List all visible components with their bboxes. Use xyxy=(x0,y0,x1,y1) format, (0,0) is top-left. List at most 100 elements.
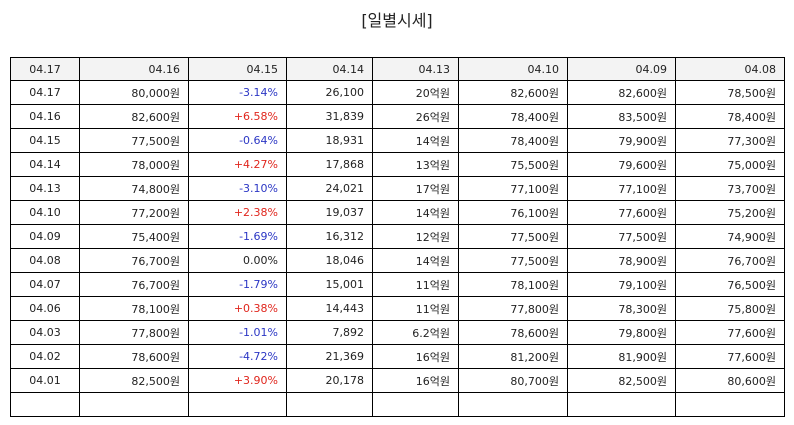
low-price-cell: 75,000원 xyxy=(675,152,785,177)
table-row: 04.15 77,500원 -0.64% 18,931 14억원 78,400원 79,90… xyxy=(10,128,785,153)
empty-cell xyxy=(10,392,80,417)
low-price-cell: 77,600원 xyxy=(675,344,785,369)
close-price-cell: 78,000원 xyxy=(79,152,189,177)
change-rate-cell: +3.90% xyxy=(188,368,287,393)
date-cell: 04.15 xyxy=(10,128,80,153)
open-price-cell: 77,500원 xyxy=(458,224,568,249)
open-price-cell: 78,400원 xyxy=(458,128,568,153)
volume-cell: 14,443 xyxy=(286,296,373,321)
date-cell: 04.01 xyxy=(10,368,80,393)
daily-price-table: 04.17 04.16 04.15 04.14 04.13 04.10 04.0… xyxy=(10,57,785,417)
open-price-cell: 80,700원 xyxy=(458,368,568,393)
close-price-cell: 75,400원 xyxy=(79,224,189,249)
close-price-cell: 76,700원 xyxy=(79,248,189,273)
header-cell: 04.08 xyxy=(675,57,785,81)
low-price-cell: 76,700원 xyxy=(675,248,785,273)
trade-amount-cell: 12억원 xyxy=(372,224,459,249)
table-row: 04.17 80,000원 -3.14% 26,100 20억원 82,600원 82,60… xyxy=(10,80,785,105)
volume-cell: 21,369 xyxy=(286,344,373,369)
date-cell: 04.13 xyxy=(10,176,80,201)
table-row: 04.10 77,200원 +2.38% 19,037 14억원 76,100원 77,60… xyxy=(10,200,785,225)
high-price-cell: 81,900원 xyxy=(567,344,676,369)
header-cell: 04.16 xyxy=(79,57,189,81)
trade-amount-cell: 26억원 xyxy=(372,104,459,129)
volume-cell: 26,100 xyxy=(286,80,373,105)
trade-amount-cell: 14억원 xyxy=(372,200,459,225)
date-cell: 04.02 xyxy=(10,344,80,369)
open-price-cell: 78,100원 xyxy=(458,272,568,297)
high-price-cell: 77,600원 xyxy=(567,200,676,225)
close-price-cell: 80,000원 xyxy=(79,80,189,105)
date-cell: 04.16 xyxy=(10,104,80,129)
trade-amount-cell: 13억원 xyxy=(372,152,459,177)
high-price-cell: 83,500원 xyxy=(567,104,676,129)
low-price-cell: 78,400원 xyxy=(675,104,785,129)
volume-cell: 16,312 xyxy=(286,224,373,249)
change-rate-cell: -3.10% xyxy=(188,176,287,201)
table-row: 04.02 78,600원 -4.72% 21,369 16억원 81,200원 81,90… xyxy=(10,344,785,369)
header-cell: 04.14 xyxy=(286,57,373,81)
open-price-cell: 77,100원 xyxy=(458,176,568,201)
header-cell: 04.13 xyxy=(372,57,459,81)
low-price-cell: 78,500원 xyxy=(675,80,785,105)
close-price-cell: 78,600원 xyxy=(79,344,189,369)
close-price-cell: 74,800원 xyxy=(79,176,189,201)
empty-cell xyxy=(79,392,189,417)
table-row: 04.09 75,400원 -1.69% 16,312 12억원 77,500원 77,50… xyxy=(10,224,785,249)
open-price-cell: 78,600원 xyxy=(458,320,568,345)
high-price-cell: 79,600원 xyxy=(567,152,676,177)
page-title: [일별시세] xyxy=(361,11,433,30)
open-price-cell: 82,600원 xyxy=(458,80,568,105)
change-rate-cell: -0.64% xyxy=(188,128,287,153)
high-price-cell: 79,900원 xyxy=(567,128,676,153)
high-price-cell: 77,500원 xyxy=(567,224,676,249)
low-price-cell: 73,700원 xyxy=(675,176,785,201)
trade-amount-cell: 11억원 xyxy=(372,272,459,297)
volume-cell: 7,892 xyxy=(286,320,373,345)
close-price-cell: 78,100원 xyxy=(79,296,189,321)
date-cell: 04.07 xyxy=(10,272,80,297)
volume-cell: 17,868 xyxy=(286,152,373,177)
date-cell: 04.14 xyxy=(10,152,80,177)
table-row: 04.06 78,100원 +0.38% 14,443 11억원 77,800원 78,30… xyxy=(10,296,785,321)
date-cell: 04.09 xyxy=(10,224,80,249)
table-row: 04.07 76,700원 -1.79% 15,001 11억원 78,100원 79,10… xyxy=(10,272,785,297)
header-cell: 04.17 xyxy=(10,57,80,81)
close-price-cell: 77,800원 xyxy=(79,320,189,345)
table-row: 04.14 78,000원 +4.27% 17,868 13억원 75,500원 79,60… xyxy=(10,152,785,177)
high-price-cell: 82,500원 xyxy=(567,368,676,393)
table-row: 04.13 74,800원 -3.10% 24,021 17억원 77,100원 77,10… xyxy=(10,176,785,201)
table-row: 04.03 77,800원 -1.01% 7,892 6.2억원 78,600원 79,80… xyxy=(10,320,785,345)
header-cell: 04.09 xyxy=(567,57,676,81)
change-rate-cell: -1.79% xyxy=(188,272,287,297)
low-price-cell: 75,800원 xyxy=(675,296,785,321)
change-rate-cell: +6.58% xyxy=(188,104,287,129)
table-row: 04.16 82,600원 +6.58% 31,839 26억원 78,400원 83,50… xyxy=(10,104,785,129)
date-cell: 04.08 xyxy=(10,248,80,273)
volume-cell: 18,046 xyxy=(286,248,373,273)
change-rate-cell: -1.01% xyxy=(188,320,287,345)
high-price-cell: 79,800원 xyxy=(567,320,676,345)
close-price-cell: 77,200원 xyxy=(79,200,189,225)
low-price-cell: 77,300원 xyxy=(675,128,785,153)
date-cell: 04.17 xyxy=(10,80,80,105)
low-price-cell: 76,500원 xyxy=(675,272,785,297)
trade-amount-cell: 16억원 xyxy=(372,344,459,369)
close-price-cell: 82,600원 xyxy=(79,104,189,129)
table-row: 04.08 76,700원 0.00% 18,046 14억원 77,500원 78,900… xyxy=(10,248,785,273)
empty-cell xyxy=(675,392,785,417)
open-price-cell: 75,500원 xyxy=(458,152,568,177)
trade-amount-cell: 11억원 xyxy=(372,296,459,321)
change-rate-cell: -4.72% xyxy=(188,344,287,369)
open-price-cell: 78,400원 xyxy=(458,104,568,129)
header-cell: 04.15 xyxy=(188,57,287,81)
volume-cell: 19,037 xyxy=(286,200,373,225)
close-price-cell: 76,700원 xyxy=(79,272,189,297)
low-price-cell: 75,200원 xyxy=(675,200,785,225)
trade-amount-cell: 14억원 xyxy=(372,128,459,153)
high-price-cell: 78,900원 xyxy=(567,248,676,273)
change-rate-cell: +2.38% xyxy=(188,200,287,225)
close-price-cell: 82,500원 xyxy=(79,368,189,393)
open-price-cell: 81,200원 xyxy=(458,344,568,369)
change-rate-cell: 0.00% xyxy=(188,248,287,273)
